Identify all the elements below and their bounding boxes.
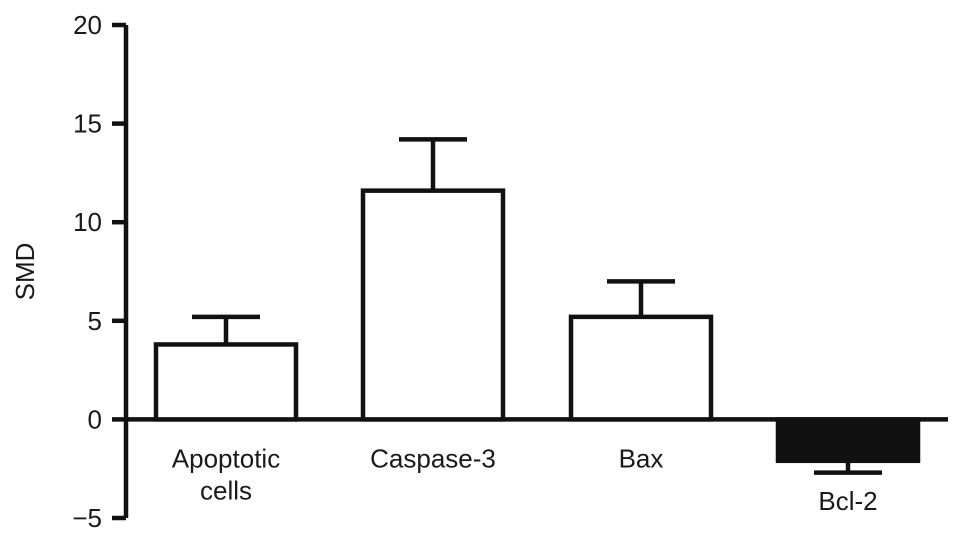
category-label: Caspase-3 — [370, 443, 496, 473]
bar — [360, 188, 506, 422]
category-label-line: Bax — [619, 443, 664, 473]
category-labels: Apoptotic cells Caspase-3 Bax Bcl-2 — [172, 443, 878, 516]
category-label: Bcl-2 — [818, 486, 877, 516]
category-label-line: Apoptotic — [172, 443, 280, 473]
y-tick-label: 0 — [88, 404, 102, 434]
y-axis-title: SMD — [10, 243, 40, 301]
category-label: Apoptotic cells — [172, 443, 280, 505]
category-label: Bax — [619, 443, 664, 473]
category-label-line: Bcl-2 — [818, 486, 877, 516]
bar — [153, 342, 299, 422]
y-tick-label: 10 — [73, 207, 102, 237]
y-tick-label: 15 — [73, 109, 102, 139]
category-label-line: Caspase-3 — [370, 443, 496, 473]
category-label-line: cells — [200, 475, 252, 505]
bar — [775, 417, 921, 464]
bars — [153, 137, 921, 475]
bar — [568, 314, 714, 422]
y-tick-label: 5 — [88, 306, 102, 336]
y-tick-label: −5 — [72, 503, 102, 533]
y-tick-label: 20 — [73, 10, 102, 40]
